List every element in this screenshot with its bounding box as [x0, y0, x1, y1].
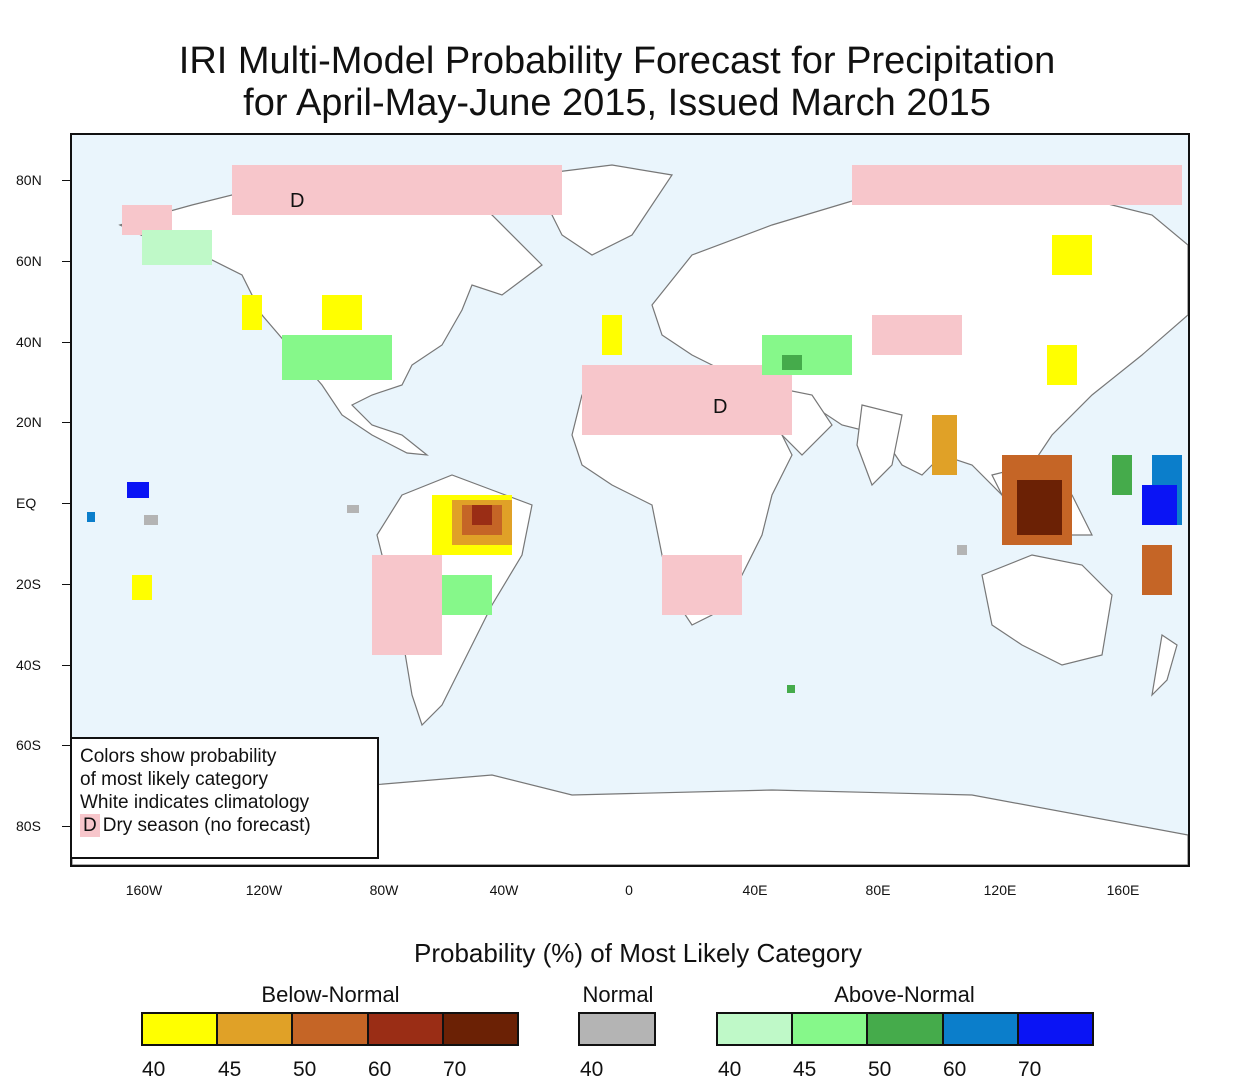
dry-region-arctic-russia [852, 165, 1182, 205]
lon-label-80e: 80E [865, 882, 891, 898]
below-swatch-60 [368, 1014, 444, 1044]
landmass-india [856, 404, 903, 487]
map-title-line1: IRI Multi-Model Probability Forecast for… [178, 40, 1056, 82]
legend-below-tick-40: 40 [142, 1058, 166, 1081]
lon-label-80w: 80W [369, 882, 399, 898]
lat-label-80s: 80S [16, 818, 70, 834]
above-patch-middle-east-50 [782, 355, 802, 370]
above-patch-paraguay [442, 575, 492, 615]
above-patch-alaska [142, 230, 212, 265]
lat-label-eq: EQ [16, 495, 70, 511]
key-line-2: of most likely category [80, 769, 268, 790]
above-swatch-50 [868, 1014, 944, 1044]
landmass-new-zealand [1151, 633, 1178, 697]
above-swatch-70 [1018, 1014, 1093, 1044]
dry-region-sahara [582, 365, 792, 435]
lat-label-60s: 60S [16, 737, 70, 753]
legend-above-tick-45: 45 [793, 1058, 817, 1081]
dry-region-southern-africa [662, 555, 742, 615]
legend-above-label: Above-Normal [834, 982, 975, 1007]
above-swatch-60 [943, 1014, 1019, 1044]
legend-normal-tick-40: 40 [580, 1058, 604, 1081]
dry-marker-canada: D [290, 190, 304, 212]
above-patch-us-south [282, 335, 392, 380]
legend-below-tick-50: 50 [293, 1058, 317, 1081]
above-patch-wpacific-70 [1142, 485, 1177, 525]
legend-above-tick-70: 70 [1018, 1058, 1042, 1081]
lon-label-40w: 40W [489, 882, 519, 898]
above-patch-cpacific-60 [87, 512, 95, 522]
legend-below-tick-70: 70 [443, 1058, 467, 1081]
legend-normal-colorbar [578, 1012, 656, 1046]
dry-marker-sahara: D [713, 396, 727, 418]
lon-label-120e: 120E [983, 882, 1017, 898]
map-title-line2: for April-May-June 2015, Issued March 20… [243, 82, 991, 124]
key-line-1: Colors show probability [80, 746, 277, 767]
dry-region-central-asia [872, 315, 962, 355]
legend-title: Probability (%) of Most Likely Category [414, 938, 862, 968]
lat-label-80n: 80N [16, 172, 70, 188]
legend-above-tick-40: 40 [718, 1058, 742, 1081]
below-patch-kamchatka [1052, 235, 1092, 275]
above-swatch-40 [718, 1014, 794, 1044]
lat-label-40n: 40N [16, 334, 70, 350]
dry-region-arctic-canada [232, 165, 562, 215]
landmass-greenland [531, 164, 674, 256]
dry-region-south-america-west [372, 555, 442, 655]
below-swatch-45 [218, 1014, 294, 1044]
above-swatch-45 [793, 1014, 869, 1044]
lat-label-60n: 60N [16, 253, 70, 269]
below-patch-japan [1047, 345, 1077, 385]
key-box: Colors show probability of most likely c… [70, 737, 379, 859]
lat-label-20n: 20N [16, 414, 70, 430]
below-patch-fiji [1142, 545, 1172, 595]
normal-patch-east-pacific [347, 505, 359, 513]
key-line-4-text: Dry season (no forecast) [102, 815, 311, 836]
above-patch-sindian [787, 685, 795, 693]
below-patch-brazil-60 [472, 505, 492, 525]
lon-label-160e: 160E [1106, 882, 1140, 898]
lon-label-40e: 40E [742, 882, 768, 898]
lon-label-0: 0 [625, 882, 633, 898]
landmass-australia [981, 554, 1113, 666]
lat-label-40s: 40S [16, 657, 70, 673]
below-patch-iberia [602, 315, 622, 355]
legend-below-tick-45: 45 [218, 1058, 242, 1081]
below-patch-seasia-45 [932, 415, 957, 475]
below-swatch-40 [143, 1014, 219, 1044]
lon-label-160w: 160W [125, 882, 163, 898]
below-patch-yellow-nw [242, 295, 262, 330]
legend-below-tick-60: 60 [368, 1058, 392, 1081]
lat-label-20s: 20S [16, 576, 70, 592]
lon-label-120w: 120W [245, 882, 283, 898]
normal-swatch-40 [580, 1014, 654, 1044]
below-patch-indonesia-70 [1017, 480, 1062, 535]
legend-normal-label: Normal [582, 982, 654, 1007]
legend-below-label: Below-Normal [261, 982, 400, 1007]
below-swatch-70 [443, 1014, 518, 1044]
legend-above-tick-60: 60 [943, 1058, 967, 1081]
above-patch-wpacific-50 [1112, 455, 1132, 495]
below-swatch-50 [293, 1014, 369, 1044]
dry-season-mark: D [80, 814, 100, 837]
above-patch-middle-east [762, 335, 852, 375]
key-line-4: D Dry season (no forecast) [80, 814, 369, 837]
key-line-3: White indicates climatology [80, 792, 310, 813]
legend-above-tick-50: 50 [868, 1058, 892, 1081]
legend-above-colorbar [716, 1012, 1094, 1046]
normal-patch-pacific [144, 515, 158, 525]
below-patch-yellow-namerica [322, 295, 362, 330]
legend-below-colorbar [141, 1012, 519, 1046]
below-patch-pacific-south [132, 575, 152, 600]
above-patch-cpacific-70 [127, 482, 149, 498]
normal-patch-australia-n [957, 545, 967, 555]
